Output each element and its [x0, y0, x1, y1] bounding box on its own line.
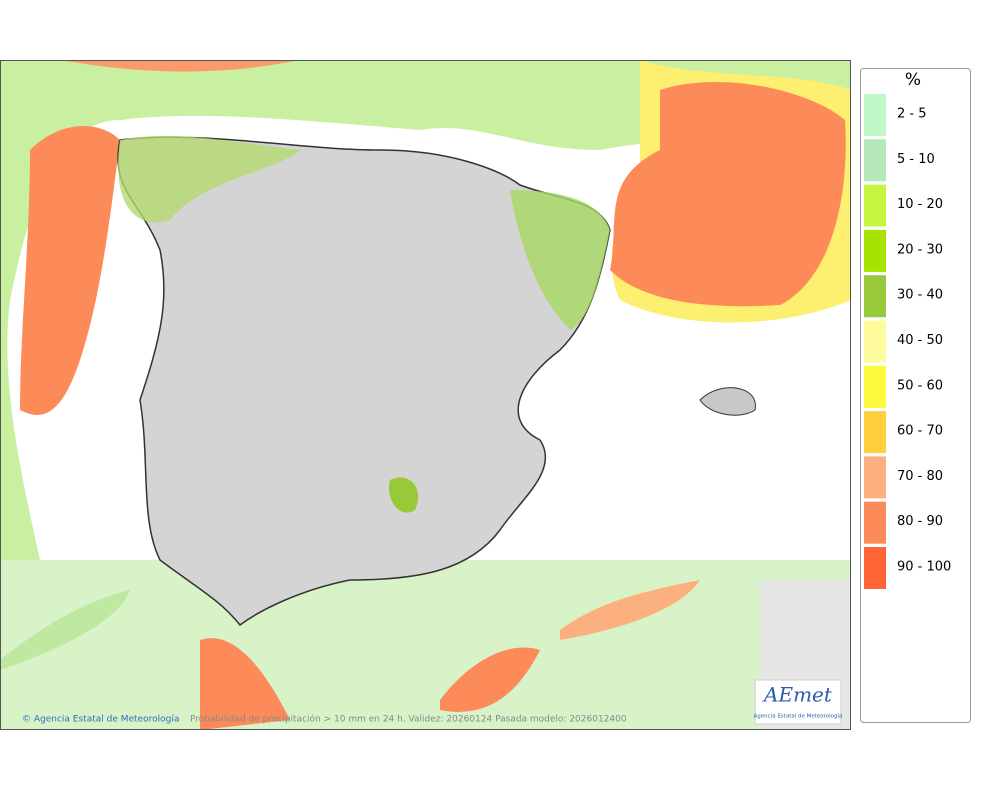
logo: AEmet Agencia Estatal de Meteorología	[754, 679, 843, 725]
caption: Probabilidad de precipitación > 10 mm en…	[190, 714, 627, 725]
legend-swatch	[864, 94, 886, 136]
legend-swatch	[864, 365, 886, 408]
legend-swatch	[864, 229, 886, 272]
legend-items: 2 - 5 5 - 10 10 - 20 20 - 30 30 - 40 40 - 50 5…	[864, 94, 951, 589]
legend-swatch	[864, 275, 886, 318]
legend-label: 70 - 80	[897, 469, 943, 484]
legend-label: 50 - 60	[897, 378, 943, 393]
legend-label: 2 - 5	[897, 107, 927, 122]
logo-subtitle: Agencia Estatal de Meteorología	[754, 713, 843, 720]
legend-title: %	[905, 70, 921, 90]
legend-box	[860, 68, 971, 723]
legend-label: 80 - 90	[897, 514, 943, 529]
credit: © Agencia Estatal de Meteorología	[22, 715, 179, 725]
legend-swatch	[864, 184, 886, 227]
legend-swatch	[864, 139, 886, 182]
legend-swatch	[864, 501, 886, 544]
map-frame	[0, 60, 851, 730]
legend-label: 60 - 70	[897, 424, 943, 439]
legend-swatch	[864, 320, 886, 363]
logo-name: AEmet	[762, 683, 833, 707]
legend-label: 30 - 40	[897, 288, 943, 303]
legend-label: 5 - 10	[897, 152, 935, 167]
legend-swatch	[864, 411, 886, 454]
legend-swatch	[864, 547, 886, 589]
map	[1, 60, 850, 730]
legend-label: 90 - 100	[897, 560, 951, 575]
legend-swatch	[864, 456, 886, 499]
legend-label: 10 - 20	[897, 197, 943, 212]
legend-label: 40 - 50	[897, 333, 943, 348]
legend-label: 20 - 30	[897, 242, 943, 257]
